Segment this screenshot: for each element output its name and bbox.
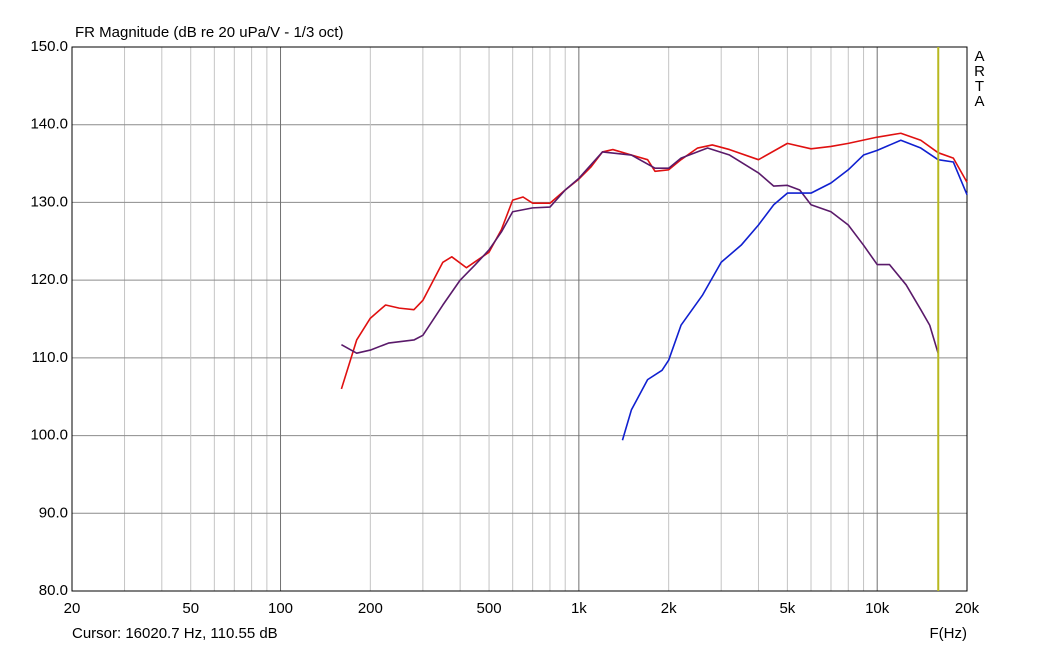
watermark: ARTA	[971, 48, 988, 108]
y-tick-label: 110.0	[32, 349, 68, 366]
x-tick-label: 500	[477, 600, 502, 617]
x-tick-label: 20k	[955, 600, 980, 617]
x-tick-label: 50	[182, 600, 199, 617]
x-tick-label: 20	[64, 600, 81, 617]
x-tick-label: 5k	[779, 600, 795, 617]
series-line	[340, 132, 968, 390]
y-tick-label: 90.0	[39, 504, 68, 521]
chart-title: FR Magnitude (dB re 20 uPa/V - 1/3 oct)	[75, 24, 343, 41]
y-tick-label: 120.0	[30, 271, 68, 288]
series-line	[341, 147, 939, 354]
x-axis-label: F(Hz)	[930, 625, 968, 642]
cursor-readout: Cursor: 16020.7 Hz, 110.55 dB	[72, 625, 278, 642]
plot-frame	[71, 46, 968, 592]
y-tick-label: 100.0	[30, 427, 68, 444]
y-tick-label: 130.0	[30, 193, 68, 210]
x-tick-label: 100	[268, 600, 293, 617]
x-tick-label: 10k	[865, 600, 890, 617]
series-line	[621, 139, 968, 441]
x-tick-label: 200	[358, 600, 383, 617]
y-tick-label: 80.0	[39, 582, 68, 599]
x-tick-label: 2k	[661, 600, 677, 617]
x-tick-label: 1k	[571, 600, 587, 617]
y-tick-label: 140.0	[30, 116, 68, 133]
y-tick-label: 150.0	[30, 38, 68, 55]
